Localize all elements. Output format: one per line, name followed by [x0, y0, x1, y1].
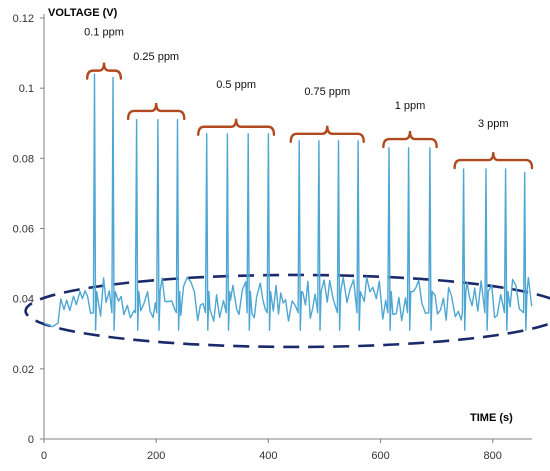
y-tick-label: 0.06	[13, 224, 34, 236]
concentration-label: 0.75 ppm	[304, 86, 350, 98]
y-tick-label: 0.02	[13, 364, 34, 376]
concentration-brace	[382, 131, 438, 149]
x-tick-label: 0	[41, 450, 47, 462]
y-tick-label: 0	[28, 434, 34, 446]
concentration-brace	[197, 118, 276, 136]
x-tick-label: 800	[484, 450, 502, 462]
concentration-label: 0.5 ppm	[216, 79, 256, 91]
concentration-annotations: 0.1 ppm 0.25 ppm 0.5 ppm 0.75 ppm 1 ppm 3 ppm	[84, 27, 534, 170]
y-axis-title: VOLTAGE (V)	[48, 7, 118, 19]
concentration-label: 1 ppm	[395, 100, 426, 112]
baseline-ellipse	[24, 273, 550, 349]
concentration-brace	[289, 125, 365, 143]
y-tick-label: 0.04	[13, 294, 34, 306]
axes	[43, 14, 532, 440]
y-tick-label: 0.08	[13, 153, 34, 165]
concentration-brace	[453, 152, 534, 170]
y-tick-label: 0.12	[13, 13, 34, 25]
concentration-label: 0.25 ppm	[133, 51, 179, 63]
x-axis-title: TIME (s)	[470, 412, 513, 424]
concentration-label: 3 ppm	[478, 118, 509, 130]
concentration-brace	[126, 102, 186, 121]
concentration-label: 0.1 ppm	[84, 27, 124, 39]
x-tick-label: 400	[259, 450, 277, 462]
series-lines	[43, 73, 533, 331]
baseline-ellipse-shape	[24, 273, 550, 349]
concentration-brace	[85, 62, 123, 80]
x-tick-label: 200	[147, 450, 165, 462]
axis-ticks: 0 0.02 0.04 0.06 0.08 0.1 0.12 0 200 400 600 800	[13, 13, 502, 462]
y-tick-label: 0.1	[19, 83, 34, 95]
sensor-voltage-line	[43, 73, 533, 331]
x-tick-label: 600	[371, 450, 389, 462]
